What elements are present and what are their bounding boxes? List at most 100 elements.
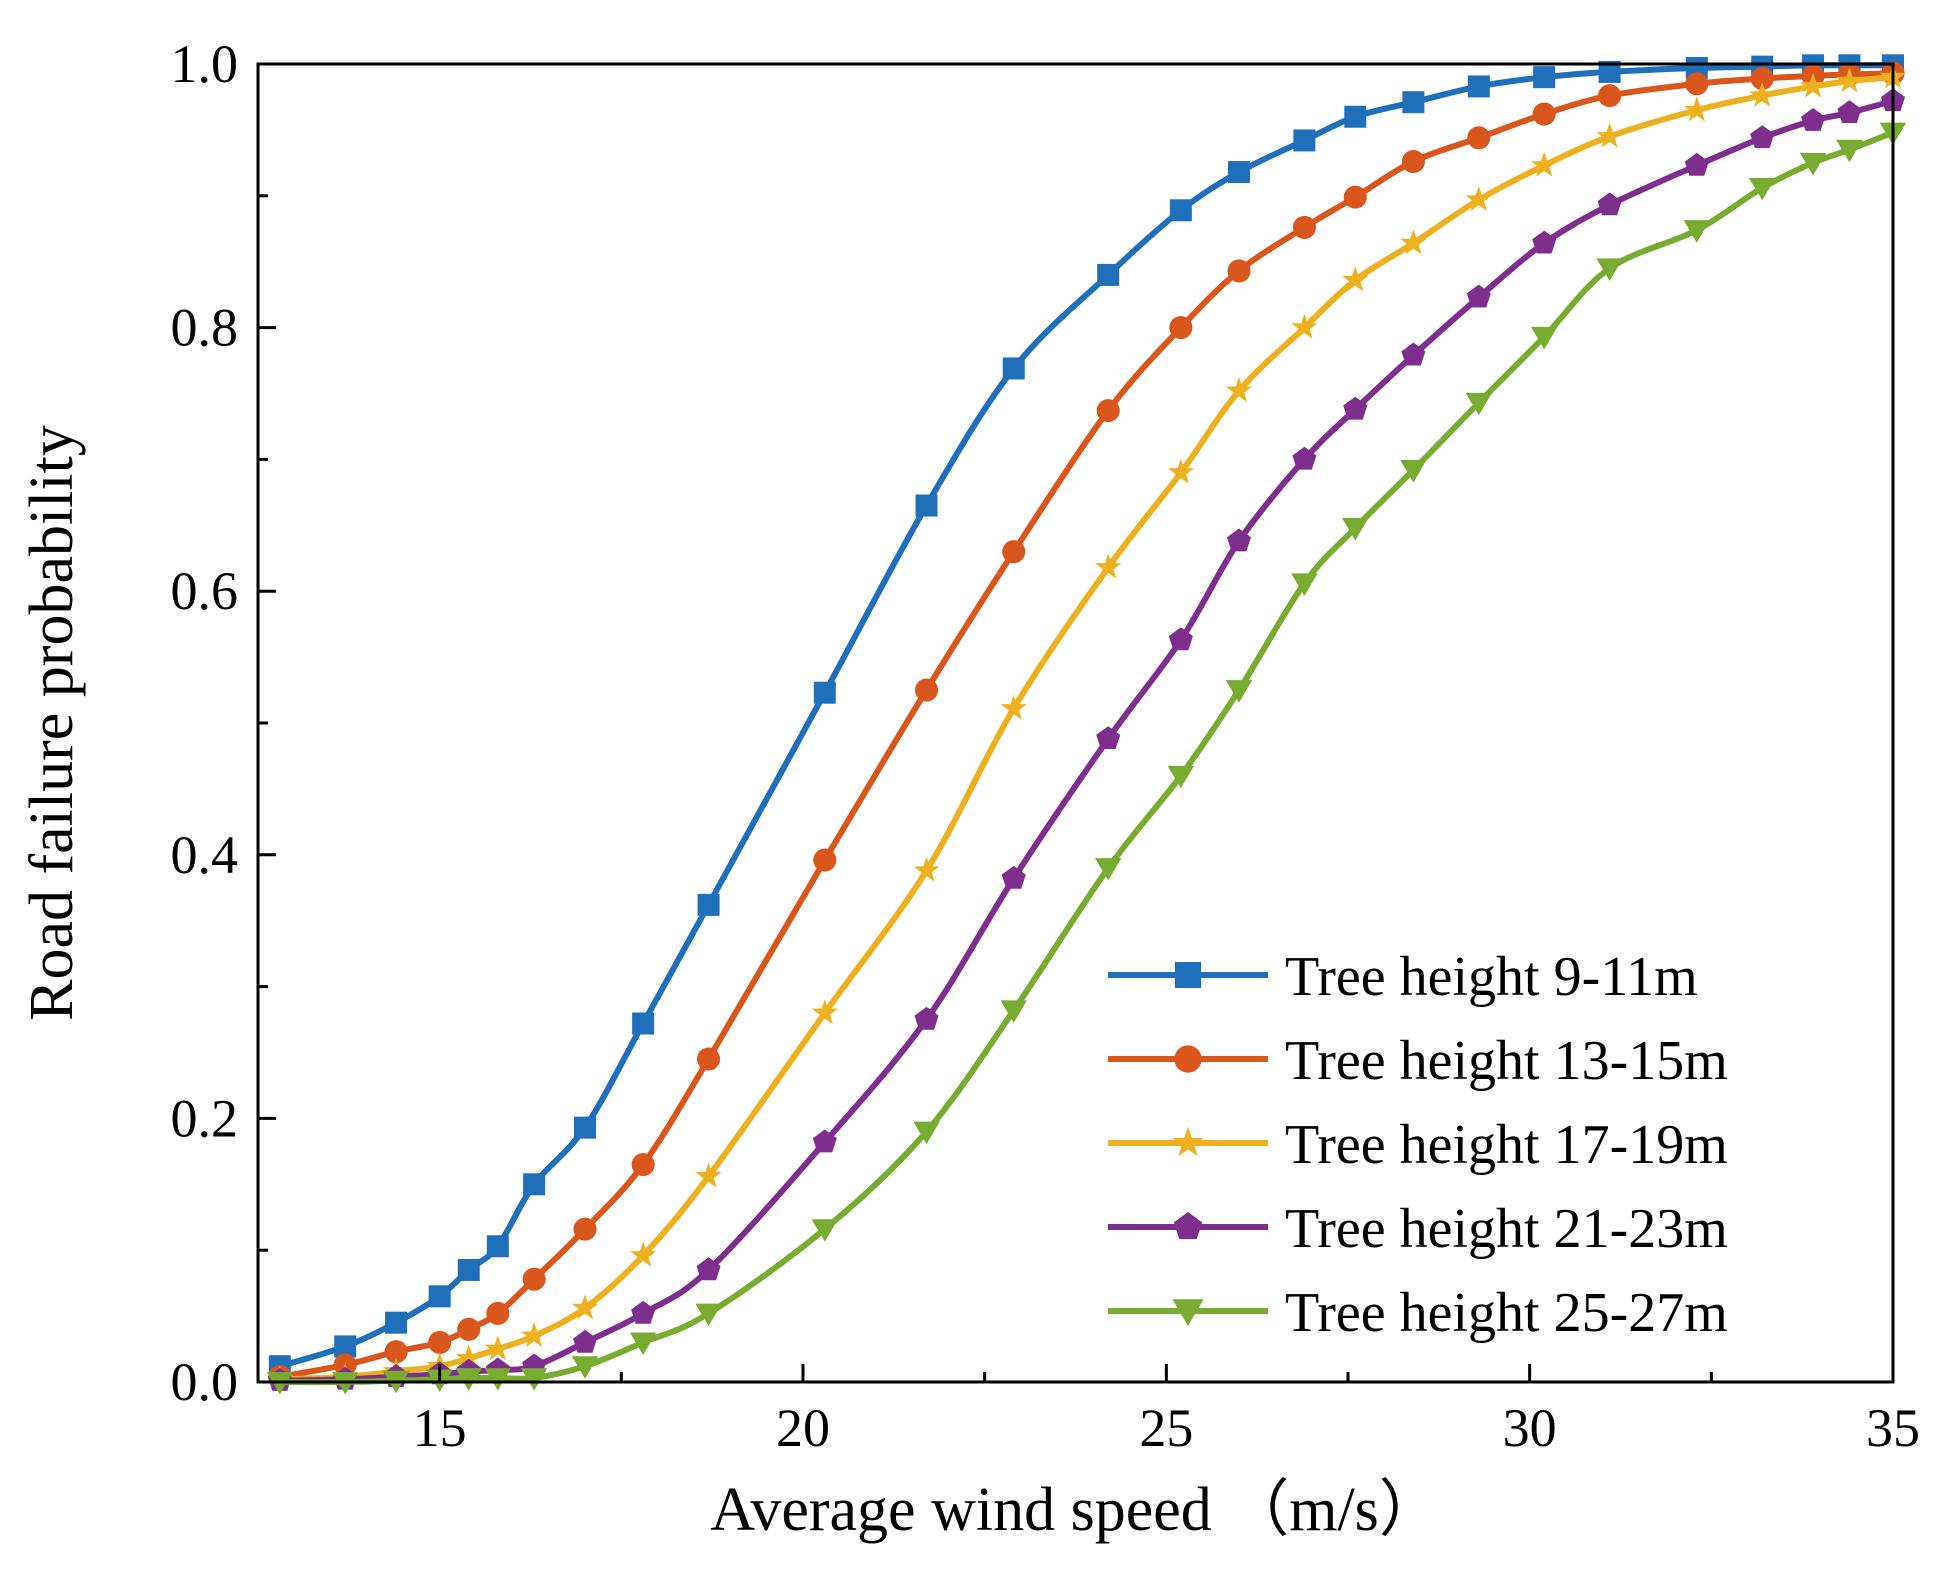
- x-axis-title: Average wind speed （m/s）: [710, 1476, 1441, 1544]
- data-point: [913, 1121, 940, 1145]
- data-point: [914, 1006, 939, 1030]
- data-point: [428, 1285, 451, 1308]
- data-point: [1685, 72, 1709, 96]
- data-point: [1749, 81, 1776, 107]
- data-point: [428, 1330, 452, 1355]
- legend-entry: Tree height 21-23m: [1108, 1198, 1728, 1260]
- data-point: [1292, 215, 1316, 239]
- data-point: [1597, 192, 1622, 216]
- data-point: [486, 1235, 509, 1258]
- x-tick-label: 35: [1866, 1398, 1920, 1458]
- data-point: [455, 1344, 482, 1370]
- data-point: [1401, 149, 1425, 174]
- data-point: [696, 1047, 721, 1071]
- data-point: [1596, 258, 1623, 281]
- legend-marker: [1175, 962, 1201, 988]
- data-point: [522, 1267, 546, 1291]
- data-point: [1799, 152, 1827, 176]
- series-2: [268, 61, 1905, 1389]
- data-point: [1465, 186, 1492, 211]
- series-line: [279, 74, 1894, 1383]
- y-tick-label: 0.8: [171, 298, 239, 358]
- data-point: [1837, 100, 1862, 123]
- data-point: [1228, 161, 1250, 184]
- data-point: [1836, 67, 1863, 93]
- data-point: [1169, 199, 1192, 222]
- data-point: [1343, 185, 1367, 209]
- data-point: [813, 681, 836, 704]
- data-point: [1533, 66, 1556, 89]
- plot-area: [266, 54, 1907, 1395]
- data-point: [1532, 102, 1556, 126]
- data-point: [1097, 263, 1120, 286]
- series-1: [268, 54, 1904, 1378]
- y-axis-title: Road failure probability: [18, 425, 86, 1021]
- data-point: [631, 1152, 655, 1177]
- data-point: [1343, 396, 1368, 420]
- data-point: [1598, 84, 1622, 108]
- data-point: [1225, 377, 1253, 402]
- data-point: [1227, 528, 1251, 552]
- data-point: [1002, 540, 1026, 564]
- data-point: [1400, 229, 1427, 255]
- series-4: [267, 88, 1905, 1391]
- legend: Tree height 9-11m Tree height 13-15m Tree …: [1108, 946, 1728, 1344]
- data-point: [915, 494, 938, 517]
- data-point: [484, 1335, 511, 1361]
- legend-entry: Tree height 9-11m: [1108, 946, 1698, 1008]
- data-point: [632, 1012, 655, 1035]
- data-point: [334, 1335, 357, 1358]
- data-point: [695, 1303, 722, 1327]
- data-point: [457, 1258, 480, 1281]
- data-point: [1344, 105, 1367, 128]
- data-point: [1002, 357, 1025, 380]
- legend-label: Tree height 13-15m: [1285, 1030, 1728, 1092]
- data-point: [1000, 694, 1027, 720]
- data-point: [630, 1241, 657, 1267]
- y-tick-label: 0.0: [171, 1352, 239, 1412]
- legend-marker: [1172, 1299, 1204, 1326]
- plot-frame: [256, 62, 1895, 1384]
- data-point: [573, 1217, 597, 1241]
- data-point: [523, 1173, 546, 1196]
- data-point: [1467, 75, 1490, 98]
- data-point: [571, 1294, 599, 1320]
- data-point: [813, 848, 837, 872]
- data-point: [1685, 56, 1708, 79]
- legend-label: Tree height 25-27m: [1285, 1282, 1728, 1344]
- data-point: [1750, 125, 1775, 148]
- data-point: [1096, 726, 1121, 750]
- data-point: [1169, 316, 1193, 340]
- data-point: [1684, 152, 1709, 176]
- data-point: [1227, 259, 1251, 283]
- x-tick-label: 15: [413, 1398, 467, 1458]
- legend-label: Tree height 9-11m: [1285, 946, 1698, 1008]
- data-point: [384, 1340, 408, 1364]
- data-point: [629, 1332, 657, 1355]
- data-point: [1293, 129, 1316, 152]
- series-5: [266, 122, 1907, 1395]
- data-point: [1465, 392, 1492, 416]
- y-tick-label: 0.6: [171, 561, 239, 621]
- data-point: [521, 1322, 548, 1347]
- data-point: [811, 999, 838, 1025]
- data-point: [520, 1368, 548, 1391]
- data-point: [697, 893, 720, 916]
- data-point: [631, 1300, 656, 1324]
- data-point: [1096, 399, 1120, 423]
- data-point: [1168, 627, 1193, 651]
- legend-marker: [1173, 1212, 1203, 1240]
- data-point: [1342, 518, 1369, 541]
- data-point: [1801, 108, 1826, 131]
- data-point: [1167, 458, 1194, 484]
- data-point: [1000, 1000, 1027, 1023]
- legend-label: Tree height 17-19m: [1285, 1114, 1728, 1176]
- series-line: [279, 129, 1895, 1386]
- data-point: [1749, 177, 1776, 201]
- data-point: [385, 1311, 408, 1334]
- legend-entry: Tree height 25-27m: [1108, 1282, 1728, 1344]
- data-point: [1531, 151, 1558, 177]
- series-line: [279, 70, 1894, 1380]
- series-3: [266, 63, 1907, 1391]
- x-tick-label: 20: [776, 1398, 830, 1458]
